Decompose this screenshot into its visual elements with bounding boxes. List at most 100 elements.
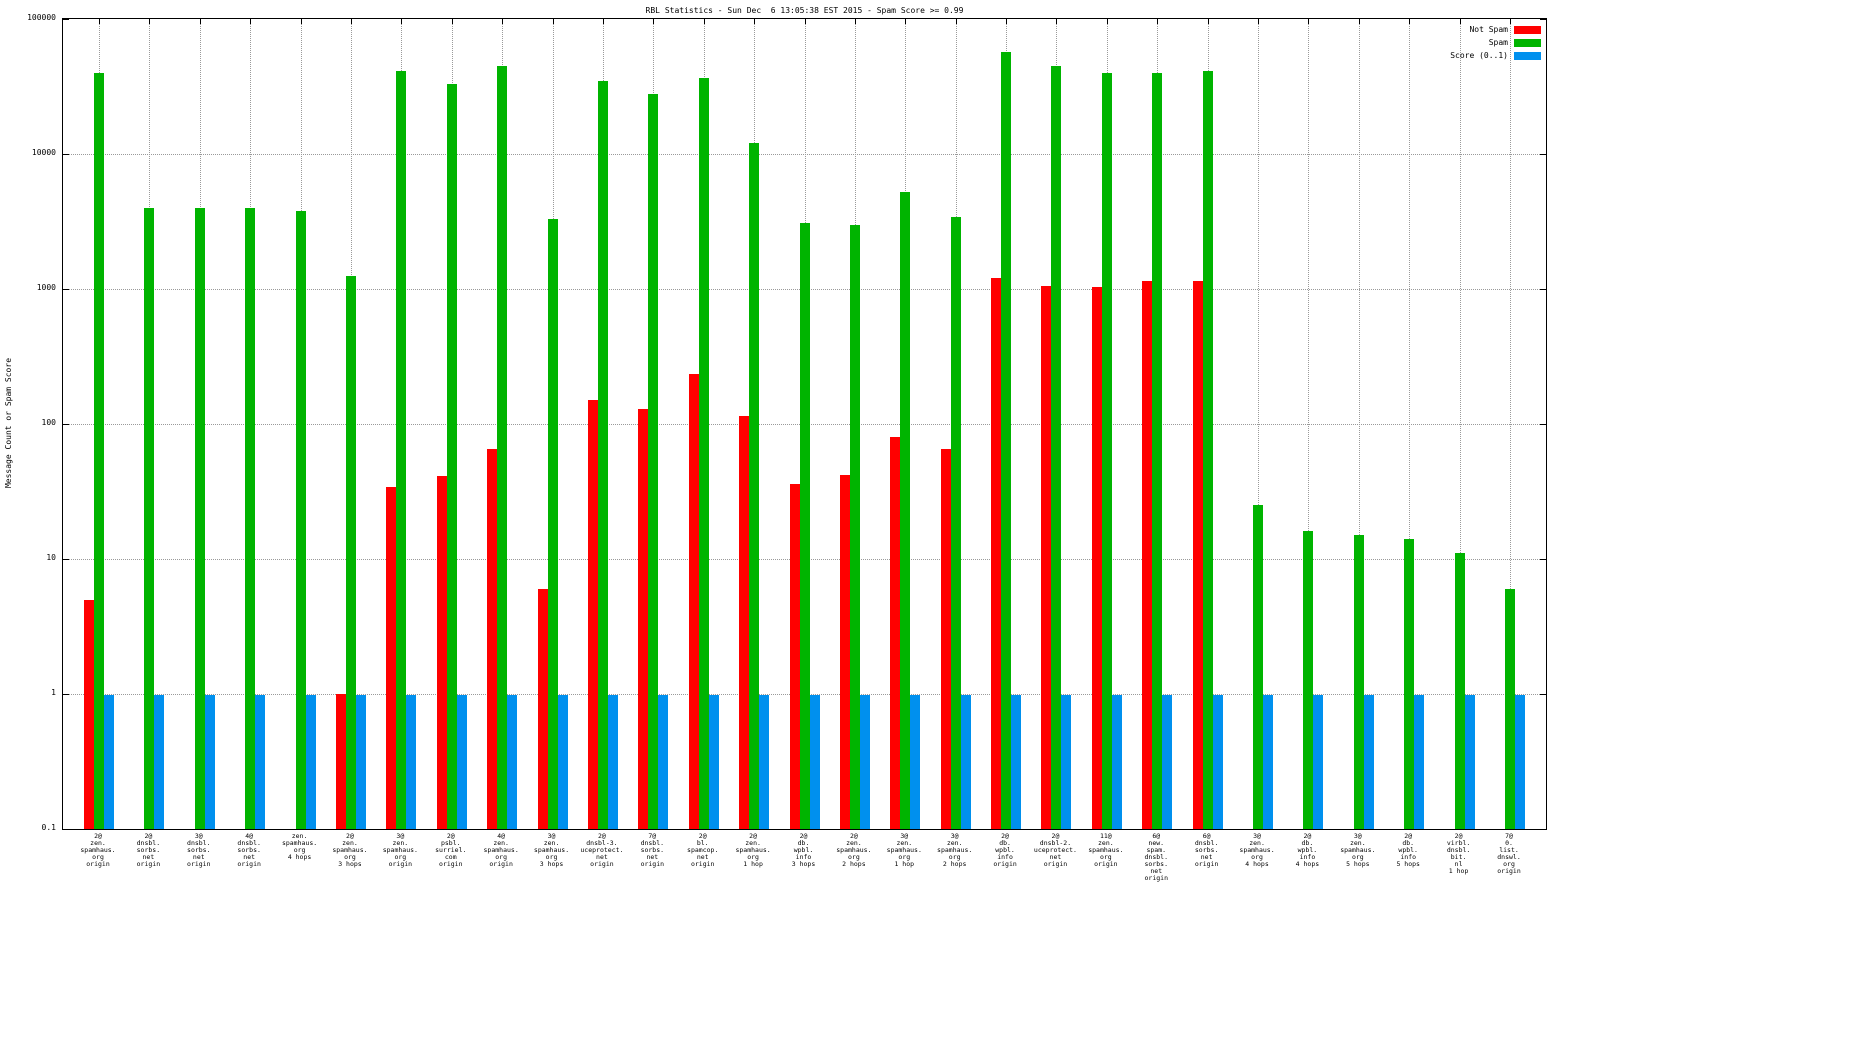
chart-title: RBL Statistics - Sun Dec 6 13:05:38 EST … <box>645 6 964 15</box>
x-tickmark <box>552 19 554 24</box>
x-category-label-line: spamhaus. <box>483 846 519 854</box>
x-category-label-line: org <box>898 853 911 861</box>
y-tickmark <box>63 424 69 425</box>
x-category-label-line: 2@ <box>799 832 808 840</box>
x-category-label: 2@ psbl. surriel. com origin <box>424 833 478 868</box>
x-category-label-line: spam. <box>1146 846 1167 854</box>
x-category-label-line: 2@ <box>1303 832 1312 840</box>
bar-spam <box>94 72 104 829</box>
x-category-label-line: spamhaus. <box>332 846 368 854</box>
x-category-label-line: 4 hops <box>1295 860 1320 868</box>
bar-spam <box>849 224 860 829</box>
x-tickmark <box>1510 19 1511 24</box>
bar-spam <box>1001 51 1012 829</box>
bar-score-0-1 <box>1515 694 1525 829</box>
x-category-label: 2@ zen. spamhaus. org 1 hop <box>726 833 780 868</box>
x-category-label-line: db. <box>1402 839 1415 847</box>
x-category-label-line: com <box>444 853 457 861</box>
x-category-label-line: spamhaus. <box>1088 846 1124 854</box>
x-category-label-line: dnsbl. <box>136 839 161 847</box>
bar-score-0-1 <box>759 694 770 829</box>
x-category-label-line: 11@ <box>1099 832 1112 840</box>
bar-not-spam <box>991 278 1002 829</box>
x-category-label-line: origin <box>1043 860 1068 868</box>
x-category-label-line: 3@ <box>950 832 959 840</box>
x-category-label-line: wpbl. <box>1398 846 1418 854</box>
x-category-label-line: sorbs. <box>237 846 261 854</box>
x-category-label-line: origin <box>690 860 715 868</box>
x-category-label-line: org <box>394 853 407 861</box>
x-category-label-line: info <box>1400 853 1417 861</box>
bar-score-0-1 <box>960 694 971 829</box>
x-category-label-line: dnsbl-3. <box>586 839 618 847</box>
bar-spam <box>497 65 508 829</box>
x-category-label-line: 2@ <box>346 832 354 840</box>
x-category-label-line: origin <box>1194 860 1219 868</box>
x-tickmark <box>1459 19 1461 24</box>
x-category-label-line: wpbl. <box>995 846 1015 854</box>
x-tickmark <box>703 19 705 24</box>
x-category-label-line: zen. <box>1098 839 1114 847</box>
y-tick-label: 10000 <box>31 148 56 157</box>
x-category-label: 6@ new. spam. dnsbl. sorbs. net origin <box>1129 833 1183 882</box>
bar-score-0-1 <box>355 694 366 829</box>
x-category-label-line: 3@ <box>194 832 203 840</box>
bar-score-0-1 <box>1363 694 1374 829</box>
bar-not-spam <box>940 449 951 829</box>
x-tickmark <box>1308 19 1310 24</box>
x-category-label-line: 2@ <box>598 832 606 840</box>
x-category-label-line: 4 hops <box>287 853 312 861</box>
x-category-label: 4@ zen. spamhaus. org origin <box>474 833 528 868</box>
y-tick-label: 10 <box>46 553 56 562</box>
x-category-label-line: org <box>293 846 306 854</box>
bar-score-0-1 <box>104 694 114 829</box>
x-category-label-line: spamcop. <box>687 846 719 854</box>
x-category-label: 2@ zen. spamhaus. org origin <box>71 833 125 868</box>
x-category-label-line: dnsbl. <box>640 839 665 847</box>
x-category-label-line: 1 hop <box>1448 867 1469 875</box>
x-tickmark <box>99 19 100 24</box>
x-tickmark <box>955 19 957 24</box>
bar-spam <box>396 71 407 829</box>
x-category-label-line: 3 hops <box>539 860 564 868</box>
x-category-label-line: 3@ <box>900 832 909 840</box>
bar-spam <box>749 143 760 829</box>
x-category-label: 3@ zen. spamhaus. org 5 hops <box>1331 833 1385 868</box>
bar-score-0-1 <box>809 694 820 829</box>
x-category-label-line: org <box>747 853 759 861</box>
y-tickmark <box>1540 829 1546 830</box>
x-category-label-line: 2@ <box>94 832 102 840</box>
x-category-label-line: 1 hop <box>894 860 915 868</box>
x-gridline <box>1358 19 1360 829</box>
bar-score-0-1 <box>658 694 669 829</box>
bar-not-spam <box>335 694 346 829</box>
x-category-label-line: dnsbl. <box>1194 839 1219 847</box>
x-category-label: 2@ db. wpbl. info 4 hops <box>1280 833 1334 868</box>
bar-not-spam <box>436 476 447 829</box>
x-category-label: 4@ dnsbl. sorbs. net origin <box>222 833 276 868</box>
y-tickmark <box>63 559 69 560</box>
x-category-label-line: sorbs. <box>1194 846 1219 854</box>
x-category-label-line: net <box>142 853 155 861</box>
x-category-label-line: origin <box>640 860 665 868</box>
x-category-label-line: spamhaus. <box>886 846 922 854</box>
bar-spam <box>345 275 356 829</box>
x-category-label-line: 3@ <box>396 832 405 840</box>
bar-spam <box>1101 72 1112 829</box>
bar-spam <box>1404 539 1415 829</box>
x-category-label-line: zen. <box>543 839 560 847</box>
x-category-label-line: zen. <box>946 839 963 847</box>
x-category-label: 6@ dnsbl. sorbs. net origin <box>1180 833 1234 868</box>
x-tickmark <box>502 19 504 24</box>
bar-not-spam <box>1142 280 1153 829</box>
plot-area: Not Spam Spam Score (0..1) <box>62 18 1547 830</box>
legend-item: Spam <box>1489 39 1541 47</box>
bar-not-spam <box>487 449 498 829</box>
legend-label: Not Spam <box>1469 25 1508 34</box>
x-category-label-line: spamhaus. <box>735 846 771 854</box>
x-category-label: 2@ dnsbl-3. uceprotect. net origin <box>575 833 629 868</box>
x-category-label-line: virbl. <box>1446 839 1471 847</box>
x-category-label: 3@ dnsbl. sorbs. net origin <box>172 833 226 868</box>
x-category-label-line: spamhaus. <box>1340 846 1376 854</box>
x-category-label-line: origin <box>489 860 513 868</box>
